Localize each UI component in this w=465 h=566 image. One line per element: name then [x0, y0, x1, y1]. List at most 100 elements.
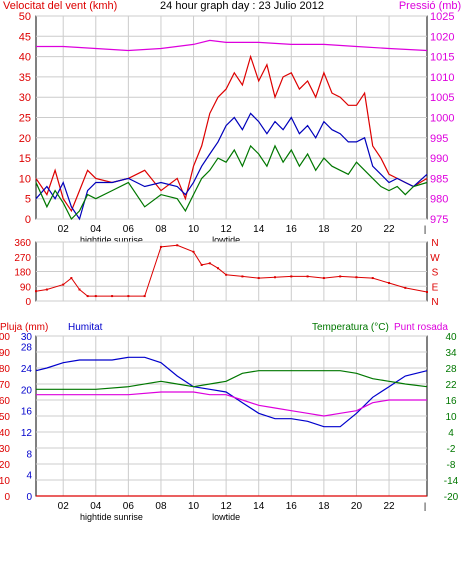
y-tick-label-direction: 180 — [14, 268, 31, 279]
compass-label: N — [431, 238, 438, 249]
y-tick-label-humidity: 8 — [26, 449, 32, 460]
series-line-3 — [36, 39, 428, 52]
wind-direction-point — [208, 262, 211, 265]
event-label-hightide: hightide — [80, 235, 112, 245]
event-label-sunrise: sunrise — [114, 512, 143, 522]
compass-label: S — [432, 268, 439, 279]
x-tick-label: 22 — [383, 501, 395, 512]
wind-direction-point — [62, 283, 65, 286]
y-tick-label-pressure: 1010 — [430, 72, 454, 84]
y-tick-label-direction: 90 — [20, 282, 32, 293]
wind-direction-point — [225, 273, 228, 276]
y-tick-label-wind: 15 — [19, 153, 31, 165]
series-line-2 — [36, 391, 427, 417]
series-line-1 — [36, 370, 428, 390]
compass-label: N — [431, 297, 438, 308]
y-tick-label-wind: 35 — [19, 72, 31, 84]
wind-direction-point — [45, 288, 48, 291]
y-tick-label-humidity: 28 — [21, 343, 33, 354]
x-tick-label: 04 — [90, 224, 102, 235]
wind-direction-point — [35, 290, 37, 293]
y-tick-label-wind: 5 — [25, 194, 31, 206]
x-tick-label: 16 — [286, 501, 298, 512]
wind-direction-point — [371, 277, 374, 280]
x-tick-label: 10 — [188, 224, 200, 235]
x-tick-label: 02 — [58, 501, 70, 512]
y-tick-label-temperature: 34 — [445, 348, 457, 359]
y-tick-label-rain: 30 — [0, 444, 10, 455]
compass-label: W — [430, 253, 440, 264]
wind-speed-axis-title: Velocitat del vent (kmh) — [3, 0, 117, 12]
y-tick-label-rain: 0 — [4, 492, 10, 503]
x-tick-label: 08 — [155, 224, 167, 235]
x-tick-label: 08 — [155, 501, 167, 512]
wind-direction-point — [143, 295, 146, 298]
y-tick-label-rain: 10 — [0, 476, 10, 487]
wind-direction-point — [70, 277, 73, 280]
wind-direction-point — [127, 295, 130, 298]
y-tick-label-wind: 20 — [19, 133, 31, 145]
wind-direction-point — [404, 286, 407, 289]
x-tick-label: 02 — [58, 224, 70, 235]
compass-label: E — [432, 282, 439, 293]
wind-direction-point — [176, 244, 179, 247]
wind-direction-point — [273, 276, 276, 279]
series-line-0 — [35, 54, 428, 213]
y-tick-label-pressure: 980 — [430, 194, 448, 206]
wind-direction-point — [159, 245, 162, 248]
wind-direction-point — [78, 288, 81, 291]
y-tick-label-rain: 40 — [0, 428, 10, 439]
y-tick-label-pressure: 1005 — [430, 92, 454, 104]
wind-direction-point — [257, 277, 260, 280]
y-tick-label-rain: 90 — [0, 348, 10, 359]
y-tick-label-pressure: 975 — [430, 214, 448, 226]
y-tick-label-direction: 0 — [25, 297, 31, 308]
humidity-temperature-panel: -200-1410-820-23044010501660227028803490… — [0, 332, 459, 522]
wind-direction-point — [426, 290, 428, 293]
y-tick-label-pressure: 1015 — [430, 52, 454, 64]
y-tick-label-humidity: 12 — [21, 428, 33, 439]
x-tick-label: 04 — [90, 501, 102, 512]
temperature-axis-title: Temperatura (°C) — [312, 322, 389, 333]
y-tick-label-pressure: 1020 — [430, 31, 454, 43]
rain-axis-title: Pluja (mm) — [0, 322, 48, 333]
series-line-1 — [35, 112, 428, 221]
y-tick-label-wind: 25 — [19, 113, 31, 125]
wind-direction-point — [94, 295, 97, 298]
wind-direction-point — [355, 276, 358, 279]
wind-direction-panel: 360 N 270 W 180 S 90 E 0 N — [14, 238, 440, 308]
x-tick-label: 22 — [383, 224, 395, 235]
y-tick-label-wind: 30 — [19, 92, 31, 104]
wind-direction-point — [339, 275, 342, 278]
wind-direction-point — [111, 295, 114, 298]
y-tick-label-humidity: 30 — [21, 332, 33, 343]
x-tick-label: 10 — [188, 501, 200, 512]
y-tick-label-wind: 0 — [25, 214, 31, 226]
y-tick-label-rain: 20 — [0, 460, 10, 471]
y-tick-label-rain: 80 — [0, 364, 10, 375]
y-tick-label-direction: 270 — [14, 253, 31, 264]
dew-point-axis-title: Punt rosada — [394, 322, 448, 333]
series-line-0 — [35, 356, 428, 428]
y-tick-label-wind: 10 — [19, 173, 31, 185]
y-tick-label-humidity: 24 — [21, 364, 33, 375]
humidity-axis-title: Humitat — [68, 322, 103, 333]
y-tick-label-pressure: 985 — [430, 173, 448, 185]
y-tick-label-temperature: 28 — [445, 364, 457, 375]
y-tick-label-temperature: 4 — [448, 428, 454, 439]
x-tick-label: 20 — [351, 501, 363, 512]
y-tick-label-temperature: 16 — [445, 396, 457, 407]
x-tick-label: | — [424, 501, 426, 511]
x-tick-label: 12 — [221, 501, 233, 512]
y-tick-label-humidity: 20 — [21, 385, 33, 396]
x-tick-label: 18 — [318, 224, 330, 235]
x-tick-label: 06 — [123, 224, 135, 235]
x-tick-label: 20 — [351, 224, 363, 235]
y-tick-label-temperature: 10 — [445, 412, 457, 423]
y-tick-label-rain: 70 — [0, 380, 10, 391]
x-tick-label: 14 — [253, 224, 265, 235]
wind-direction-point — [388, 281, 391, 284]
y-tick-label-pressure: 995 — [430, 133, 448, 145]
y-tick-label-direction: 360 — [14, 238, 31, 249]
wind-direction-point — [241, 275, 244, 278]
